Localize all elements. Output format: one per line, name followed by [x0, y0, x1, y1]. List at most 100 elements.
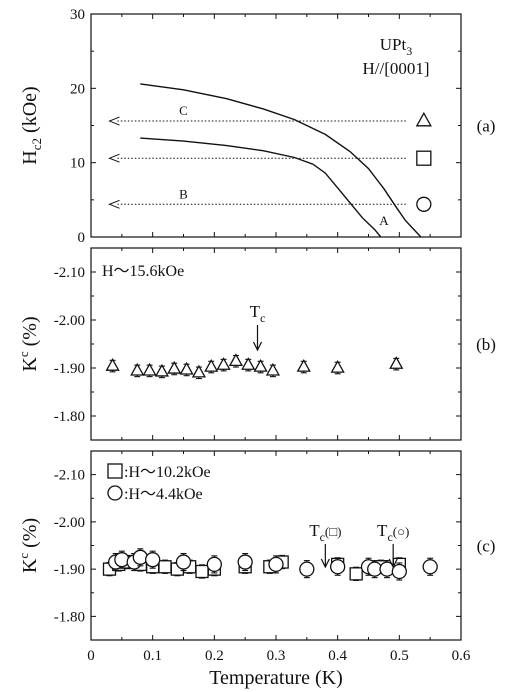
- y-tick-label: -1.90: [54, 361, 85, 377]
- legend-title: UPt3: [380, 35, 412, 58]
- legend-title-main: UPt: [380, 35, 407, 54]
- tc-label: Tc(□): [309, 521, 341, 544]
- tc-label-main: T: [377, 521, 388, 540]
- data-point-circle: [145, 552, 161, 568]
- x-tick-label: 0.6: [452, 648, 471, 664]
- y-axis-label-main: K: [19, 357, 41, 372]
- data-point-triangle: [105, 358, 120, 371]
- y-tick-label: -2.00: [54, 313, 85, 329]
- y-axis-label: Hc2 (kOe): [19, 86, 44, 164]
- legend-marker-square: [107, 463, 123, 479]
- data-point-circle: [132, 549, 148, 565]
- data-point-square: [349, 567, 363, 581]
- data-point-triangle: [389, 356, 404, 369]
- data-point-circle: [422, 559, 438, 575]
- data-point-circle: [330, 559, 346, 575]
- tc-label-main: T: [309, 521, 320, 540]
- tc-label-paren: (○): [393, 524, 410, 539]
- y-tick-label: -1.80: [54, 409, 85, 425]
- legend-marker-circle: [107, 485, 123, 501]
- y-tick-label: -2.10: [54, 468, 85, 484]
- panel-c: -2.10 -2.00 -1.90 -1.80 Kc (%) (c) :H〜10.2kOe:…: [16, 450, 496, 641]
- y-tick-label: 20: [70, 81, 85, 97]
- data-point-triangle: [204, 359, 219, 372]
- y-axis-label-unit: (kOe): [19, 86, 41, 138]
- data-point-circle: [237, 554, 253, 570]
- panel-label: (a): [477, 117, 496, 136]
- tc-label-sub: c: [320, 530, 325, 544]
- data-point-triangle: [130, 362, 145, 376]
- data-point-triangle: [253, 359, 268, 372]
- arrow-label: C: [179, 103, 188, 118]
- tc-label-sub: c: [387, 530, 392, 544]
- data-point-triangle: [216, 357, 231, 370]
- arrow-label: B: [179, 186, 188, 201]
- x-axis-label: Temperature (K): [209, 667, 343, 689]
- field-arrow-head: [108, 116, 120, 126]
- y-axis-label-unit: (%): [19, 316, 41, 351]
- data-point-triangle: [167, 360, 182, 374]
- y-axis-label-sub: c2: [29, 138, 44, 150]
- y-tick-label: -2.00: [54, 515, 85, 531]
- tc-arrow-head: [252, 341, 263, 352]
- tc-label-main: T: [250, 302, 261, 321]
- y-axis-label: Kc (%): [16, 518, 41, 573]
- tc-label-paren: (□): [325, 524, 342, 539]
- data-point-triangle: [179, 361, 194, 375]
- y-axis-label-unit: (%): [19, 518, 41, 553]
- x-tick-label: 0.5: [390, 648, 409, 664]
- y-tick-label: 0: [78, 230, 86, 246]
- legend-title-sub: 3: [406, 44, 412, 58]
- data-point-triangle: [241, 357, 256, 370]
- y-tick-label: 10: [70, 156, 85, 172]
- x-tick-label: 0.1: [143, 648, 162, 664]
- tc-label: Tc(○): [377, 521, 409, 544]
- x-tick-label: 0: [87, 648, 95, 664]
- data-point-circle: [299, 561, 315, 577]
- field-marker-square: [416, 150, 432, 166]
- field-arrow-head: [108, 199, 120, 209]
- x-tick-label: 0.4: [328, 648, 347, 664]
- data-point-triangle: [154, 363, 170, 377]
- tc-arrow-head: [388, 558, 398, 569]
- data-point-triangle: [296, 359, 311, 372]
- tc-label: Tc: [250, 302, 266, 325]
- y-axis-label: Kc (%): [16, 316, 41, 371]
- y-tick-label: -1.80: [54, 609, 85, 625]
- data-point-triangle: [228, 353, 244, 367]
- field-label: H〜15.6kOe: [102, 263, 184, 280]
- legend-entry: :H〜4.4kOe: [124, 486, 203, 503]
- y-axis-label-sup: c: [16, 553, 31, 559]
- x-tick-label: 0.2: [205, 648, 224, 664]
- y-tick-label: -2.10: [54, 265, 85, 281]
- data-point-square: [195, 564, 209, 579]
- data-point-circle: [391, 563, 407, 580]
- data-point-circle: [114, 552, 130, 568]
- field-marker-triangle: [415, 111, 432, 127]
- data-point-triangle: [265, 362, 281, 376]
- curve-annotation: A: [379, 213, 389, 228]
- hc2-curve-1: [140, 83, 422, 238]
- tc-label-sub: c: [260, 311, 265, 325]
- legend-entry: :H〜10.2kOe: [124, 464, 211, 481]
- y-tick-label: -1.90: [54, 562, 85, 578]
- legend-subtitle: H//[0001]: [362, 59, 429, 78]
- field-arrow-head: [108, 153, 120, 163]
- data-point-triangle: [142, 362, 157, 376]
- panel-label: (c): [477, 537, 496, 556]
- y-axis-label-main: K: [19, 558, 41, 573]
- hc2-curve-2: [140, 137, 382, 238]
- y-tick-label: 30: [70, 7, 85, 23]
- panel-b: -2.10 -2.00 -1.90 -1.80 Kc (%) (b) H〜15.6kOe Tc: [16, 247, 496, 441]
- data-point-triangle: [191, 364, 207, 378]
- data-point-circle: [206, 556, 222, 573]
- y-axis-label-main: H: [19, 150, 41, 164]
- data-point-circle: [175, 554, 192, 570]
- data-point-square: [158, 560, 172, 574]
- x-tick-label: 0.3: [267, 648, 286, 664]
- panel-label: (b): [476, 335, 496, 354]
- data-point-circle: [268, 556, 284, 573]
- field-marker-circle: [416, 196, 432, 212]
